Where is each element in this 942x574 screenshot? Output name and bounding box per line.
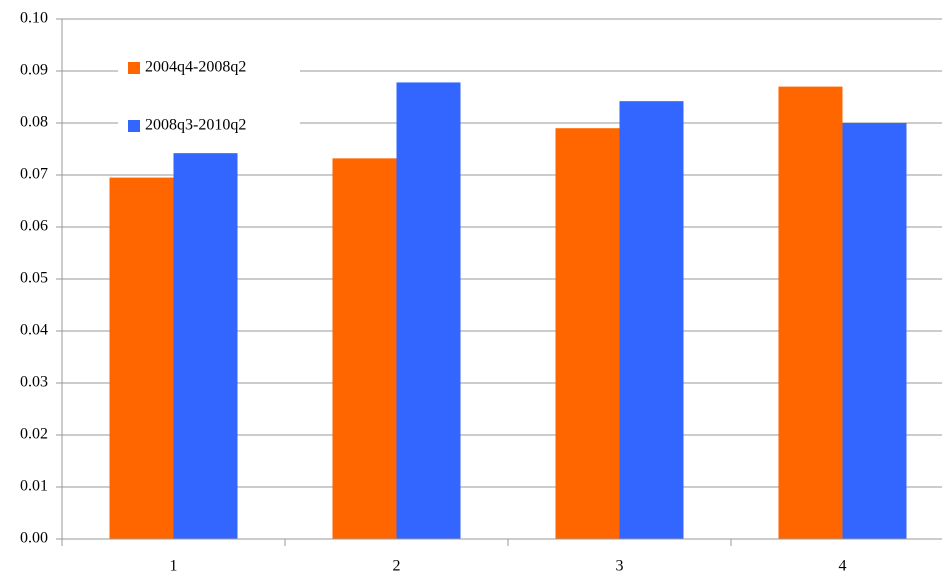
y-tick-label: 0.00	[20, 530, 48, 547]
bar	[109, 177, 174, 539]
x-tick-label: 4	[839, 558, 847, 574]
y-tick-label: 0.08	[20, 114, 48, 131]
y-tick-label: 0.01	[20, 478, 48, 495]
y-tick-label: 0.09	[20, 62, 48, 79]
bar	[778, 86, 843, 539]
x-tick-label: 2	[393, 558, 401, 574]
y-tick-label: 0.02	[20, 426, 48, 443]
legend-swatch	[128, 62, 140, 74]
y-tick-label: 0.10	[20, 10, 48, 27]
y-tick-label: 0.06	[20, 218, 48, 235]
y-tick-label: 0.03	[20, 374, 48, 391]
legend-label: 2008q3-2010q2	[145, 117, 246, 134]
y-tick-label: 0.05	[20, 270, 48, 287]
bar	[555, 128, 620, 539]
legend-label: 2004q4-2008q2	[145, 59, 246, 76]
bar	[619, 101, 684, 539]
bar	[842, 123, 907, 539]
bar	[332, 158, 397, 540]
legend-swatch	[128, 120, 140, 132]
x-tick-label: 1	[170, 558, 178, 574]
y-tick-label: 0.07	[20, 166, 48, 183]
bar	[173, 153, 238, 539]
legend-box	[118, 50, 300, 148]
y-tick-label: 0.04	[20, 322, 48, 339]
bar	[396, 82, 461, 539]
x-tick-label: 3	[616, 558, 624, 574]
